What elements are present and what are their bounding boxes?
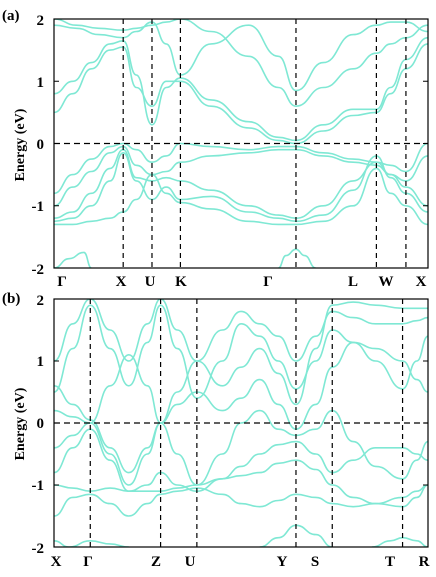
panel-b-band-line <box>54 428 428 493</box>
panel-b-kpoint-label: S <box>311 554 319 570</box>
panel-b-kpoint-label: U <box>185 554 196 570</box>
panel-b-band-line <box>54 304 428 400</box>
panel-b-ytick-label: 0 <box>37 416 45 432</box>
panel-a-band-line <box>54 21 428 92</box>
panel-a-kpoint-label: X <box>116 274 127 290</box>
panel-b-ytick-label: 1 <box>37 354 45 370</box>
panel-a-kpoint-label: L <box>348 274 358 290</box>
panel-a-kpoint-labels: Γ X U K Γ L W X <box>57 274 426 290</box>
panel-b-kpoint-label: T <box>385 554 395 570</box>
panel-a-ytick-label: -1 <box>32 199 45 215</box>
panel-b-kpoint-label: X <box>51 554 62 570</box>
panel-b: (b) Energy (eV) -2 -1 0 1 2 X Γ Z U Y S … <box>2 291 430 570</box>
panel-a-kpoint-label: X <box>416 274 427 290</box>
panel-b-band-line <box>54 341 428 474</box>
panel-b-kpoint-label: Z <box>151 554 161 570</box>
panel-b-band-line <box>371 536 428 547</box>
panel-b-kpoint-label: Y <box>277 554 288 570</box>
panel-b-frame <box>53 298 429 548</box>
panel-a-band-line <box>278 248 317 268</box>
panel-a-frame <box>53 18 429 269</box>
panel-a-ylabel: Energy (eV) <box>13 108 28 181</box>
panel-a-kpoint-label: Γ <box>263 274 273 290</box>
panel-a: (a) Energy (eV) -2 -1 0 1 2 Γ X U K Γ L … <box>2 8 429 290</box>
panel-b-ytick-labels: -2 -1 0 1 2 <box>32 293 45 557</box>
panel-b-ytick-label: 2 <box>37 293 45 309</box>
panel-a-kpoint-label: W <box>379 274 394 290</box>
panel-a-ytick-label: 1 <box>37 75 45 91</box>
panel-b-bands <box>54 299 428 547</box>
panel-b-ytick-label: -1 <box>32 478 45 494</box>
panel-b-band-line <box>54 539 129 547</box>
panel-a-bands <box>54 19 428 268</box>
panel-a-band-line <box>54 148 428 220</box>
panel-a-band-line <box>54 145 428 207</box>
panel-b-band-line <box>54 409 428 486</box>
panel-a-ytick-labels: -2 -1 0 1 2 <box>32 13 45 278</box>
panel-a-plot-area <box>53 18 429 269</box>
panel-b-band-line <box>54 299 428 362</box>
panel-a-kpoint-label: K <box>175 274 187 290</box>
panel-b-band-line <box>54 301 428 424</box>
panel-b-ytick-label: -2 <box>32 541 45 557</box>
panel-a-ytick-label: 0 <box>37 137 45 153</box>
panel-a-band-line <box>54 43 428 145</box>
panel-a-label: (a) <box>2 8 20 24</box>
panel-b-ylabel: Energy (eV) <box>13 387 28 460</box>
panel-b-kpoint-label: Γ <box>83 554 93 570</box>
panel-a-band-line <box>54 167 428 226</box>
panel-b-band-line <box>54 459 428 508</box>
panel-a-ytick-label: 2 <box>37 13 45 29</box>
panel-a-band-line <box>54 36 428 142</box>
panel-b-plot-area <box>53 298 429 548</box>
panel-a-band-line <box>54 251 92 268</box>
panel-b-label: (b) <box>2 291 20 307</box>
panel-a-ytick-label: -2 <box>32 262 45 278</box>
panel-a-kpoint-label: Γ <box>57 274 67 290</box>
panel-b-kpoint-labels: X Γ Z U Y S T R <box>51 554 430 570</box>
panel-a-kpoint-label: U <box>145 274 156 290</box>
panel-a-band-line <box>54 19 428 108</box>
panel-b-kpoint-label: R <box>419 554 430 570</box>
panel-b-band-line <box>54 484 428 517</box>
